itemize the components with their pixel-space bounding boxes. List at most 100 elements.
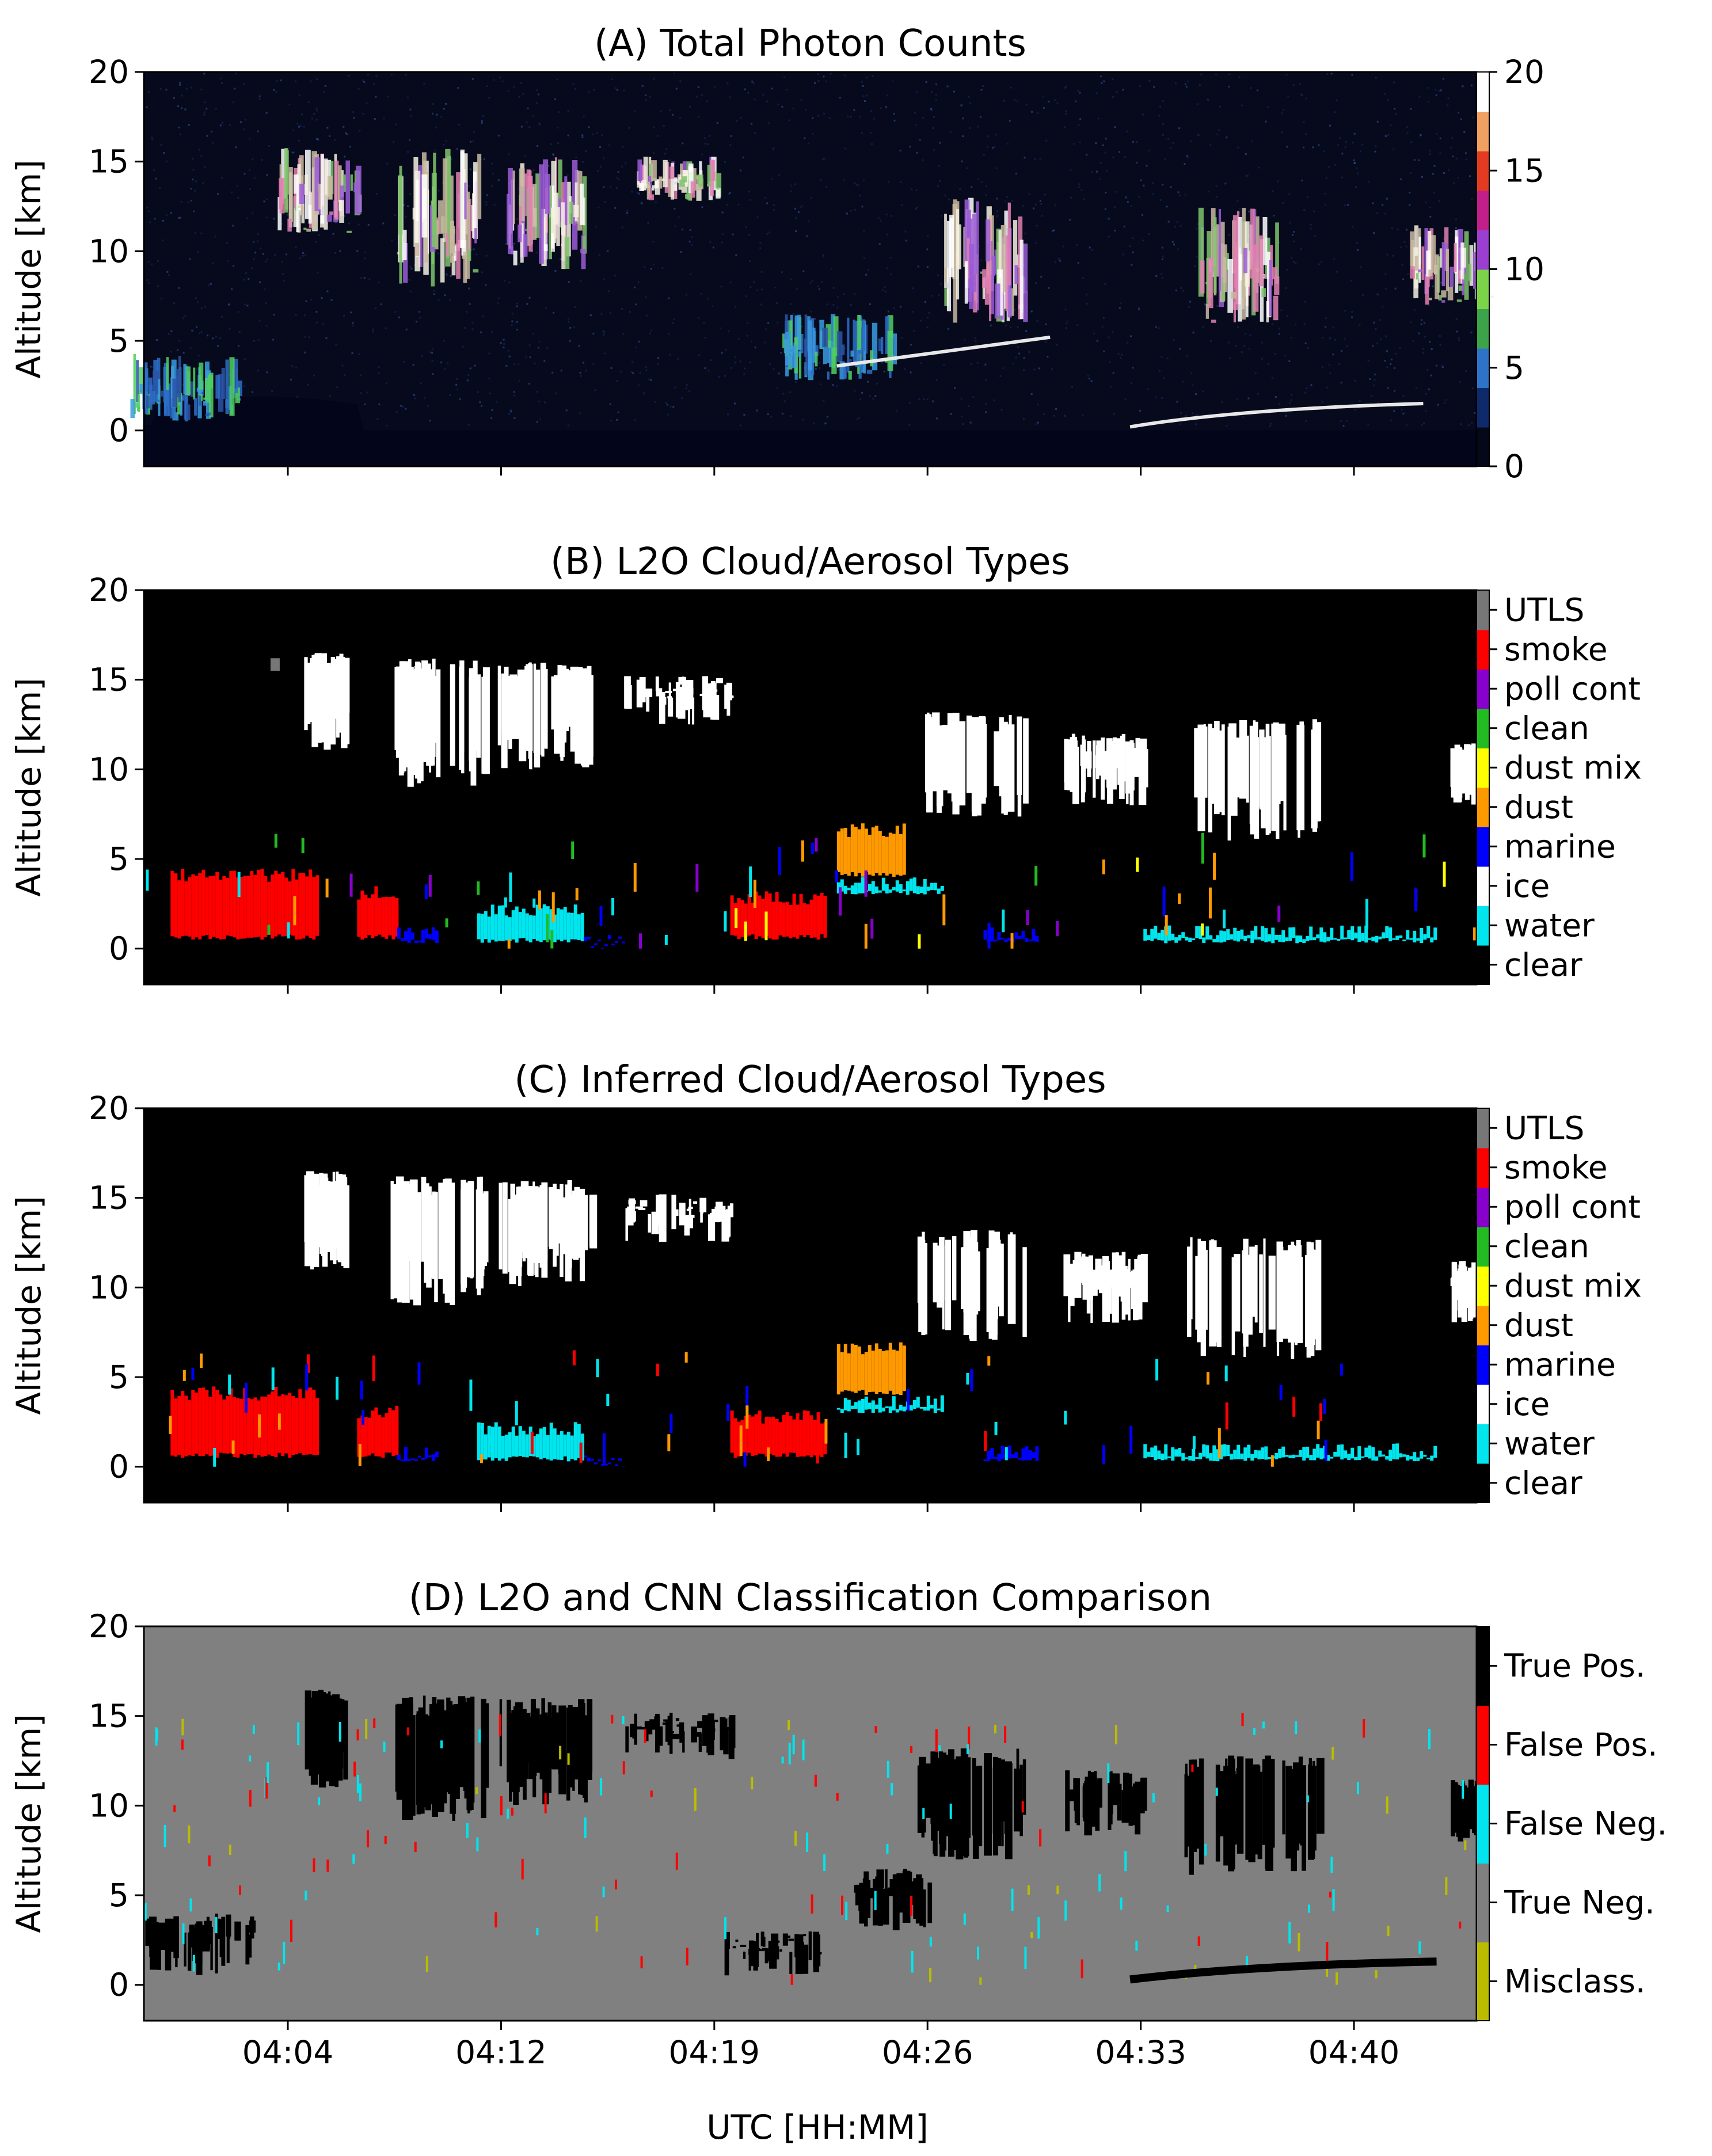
noise-speck bbox=[1403, 241, 1406, 243]
signal-streak bbox=[1438, 295, 1442, 301]
noise-speck bbox=[1421, 176, 1423, 178]
noise-speck bbox=[728, 193, 730, 195]
noise-speck bbox=[1167, 138, 1170, 140]
aerosol-speck bbox=[656, 1363, 659, 1377]
noise-speck bbox=[394, 311, 397, 313]
ice-cloud-column bbox=[324, 1181, 330, 1236]
signal-streak bbox=[535, 173, 541, 238]
noise-speck bbox=[467, 185, 470, 187]
water-layer bbox=[885, 884, 889, 893]
aerosol-speck bbox=[325, 879, 329, 898]
noise-speck bbox=[173, 97, 175, 99]
noise-speck bbox=[593, 89, 595, 91]
true-pos-column bbox=[732, 1946, 736, 1949]
noise-speck bbox=[1429, 150, 1431, 152]
noise-speck bbox=[552, 154, 554, 156]
aerosol-speck bbox=[579, 1442, 583, 1463]
noise-speck bbox=[1293, 241, 1295, 243]
comparison-speck bbox=[297, 1722, 300, 1746]
noise-speck bbox=[1354, 379, 1356, 382]
signal-streak bbox=[178, 356, 181, 402]
noise-speck bbox=[1361, 294, 1364, 296]
signal-streak bbox=[991, 256, 996, 276]
ice-cloud-column bbox=[1294, 1249, 1297, 1340]
dust-layer bbox=[840, 828, 844, 875]
signal-streak bbox=[1245, 256, 1249, 318]
noise-speck bbox=[1236, 398, 1238, 400]
noise-speck bbox=[609, 403, 611, 405]
noise-speck bbox=[838, 368, 840, 371]
noise-speck bbox=[832, 287, 835, 289]
noise-speck bbox=[1178, 127, 1181, 130]
noise-speck bbox=[1088, 378, 1090, 380]
noise-speck bbox=[211, 263, 214, 265]
noise-speck bbox=[192, 158, 195, 160]
noise-speck bbox=[1102, 317, 1105, 319]
noise-speck bbox=[579, 371, 581, 374]
signal-streak bbox=[580, 248, 586, 254]
noise-speck bbox=[611, 78, 613, 80]
comparison-speck bbox=[600, 1778, 603, 1796]
colorbar-category-label: smoke bbox=[1504, 1149, 1608, 1186]
true-pos-column bbox=[954, 1759, 958, 1850]
signal-streak bbox=[520, 223, 524, 263]
colorbar-frame bbox=[1476, 1108, 1490, 1503]
noise-speck bbox=[922, 117, 924, 119]
comparison-speck bbox=[1081, 1959, 1083, 1979]
noise-speck bbox=[1216, 196, 1218, 198]
noise-speck bbox=[1196, 227, 1198, 230]
comparison-speck bbox=[1386, 1796, 1388, 1814]
aerosol-speck bbox=[1319, 1403, 1323, 1421]
noise-speck bbox=[858, 417, 860, 419]
water-layer bbox=[1161, 929, 1165, 941]
noise-speck bbox=[980, 259, 983, 261]
noise-speck bbox=[195, 232, 197, 234]
smoke-layer bbox=[820, 1423, 824, 1457]
noise-speck bbox=[1139, 85, 1141, 87]
noise-speck bbox=[187, 201, 189, 204]
noise-speck bbox=[1037, 404, 1039, 406]
water-layer bbox=[1219, 1444, 1223, 1459]
noise-speck bbox=[252, 391, 254, 393]
noise-speck bbox=[823, 112, 825, 115]
noise-speck bbox=[983, 154, 985, 156]
true-pos-column bbox=[662, 1722, 668, 1725]
noise-speck bbox=[267, 258, 269, 261]
noise-speck bbox=[220, 77, 222, 79]
water-layer bbox=[1295, 935, 1299, 944]
dust-layer bbox=[857, 829, 861, 873]
signal-streak bbox=[1243, 248, 1247, 273]
colorbar-category-label: clean bbox=[1504, 710, 1589, 747]
comparison-speck bbox=[499, 1714, 501, 1736]
noise-speck bbox=[995, 167, 998, 169]
noise-speck bbox=[1329, 372, 1331, 374]
noise-speck bbox=[244, 303, 246, 306]
noise-speck bbox=[1189, 301, 1192, 303]
noise-speck bbox=[1079, 92, 1081, 94]
noise-speck bbox=[154, 218, 156, 220]
noise-speck bbox=[823, 255, 825, 257]
noise-speck bbox=[1410, 141, 1413, 143]
comparison-speck bbox=[290, 1919, 293, 1942]
true-pos-column bbox=[939, 1752, 947, 1851]
noise-speck bbox=[1022, 205, 1024, 207]
water-layer bbox=[1413, 930, 1417, 942]
marine-layer bbox=[1028, 940, 1032, 942]
noise-speck bbox=[1162, 123, 1164, 126]
noise-speck bbox=[1304, 301, 1306, 303]
marine-layer bbox=[997, 932, 1001, 941]
noise-speck bbox=[630, 371, 633, 373]
signal-streak bbox=[553, 192, 558, 225]
noise-speck bbox=[842, 179, 844, 181]
noise-speck bbox=[1059, 260, 1062, 262]
aerosol-speck bbox=[360, 1381, 363, 1400]
noise-speck bbox=[216, 193, 219, 195]
marine-layer bbox=[990, 1448, 994, 1459]
noise-speck bbox=[466, 310, 468, 313]
noise-speck bbox=[1303, 146, 1305, 149]
signal-streak bbox=[339, 200, 344, 223]
noise-speck bbox=[516, 329, 519, 331]
water-layer bbox=[857, 1400, 861, 1413]
ice-cloud-column bbox=[459, 660, 465, 752]
water-layer bbox=[1185, 1457, 1189, 1459]
